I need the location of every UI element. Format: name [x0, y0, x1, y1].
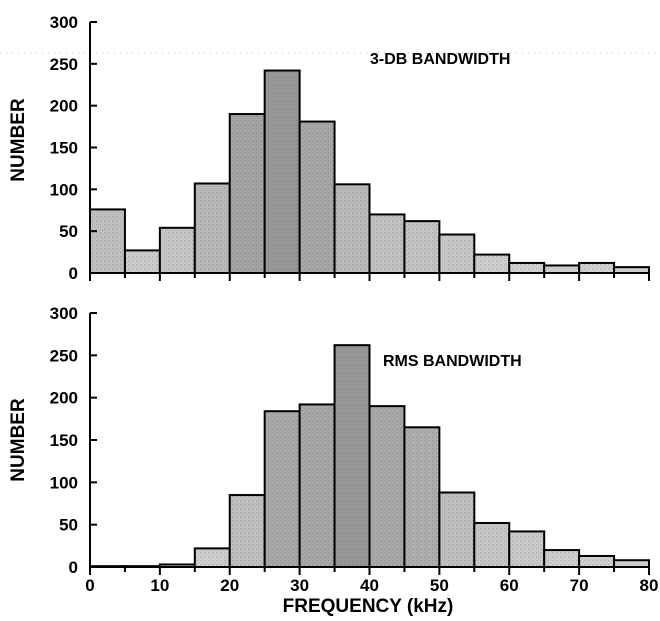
histogram-bar-texture [405, 222, 439, 272]
y-tick-label: 250 [50, 346, 78, 365]
histogram-bar-texture [475, 523, 509, 566]
histogram-bar-texture [440, 235, 474, 272]
histogram-bar-texture [545, 551, 579, 566]
histogram-bar-texture [370, 407, 404, 566]
histogram-bar-texture [230, 115, 264, 273]
y-axis-title-bottom: NUMBER [8, 398, 29, 482]
y-axis-title-top: NUMBER [8, 98, 29, 182]
x-tick-label: 10 [150, 576, 169, 595]
histogram-bar-texture [160, 228, 194, 272]
histogram-bar-texture [615, 561, 648, 566]
panel-title-rms: RMS BANDWIDTH [383, 353, 522, 370]
x-tick-label: 50 [430, 576, 449, 595]
x-tick-label: 20 [220, 576, 239, 595]
y-tick-label: 150 [50, 431, 78, 450]
x-tick-label: 0 [85, 576, 94, 595]
y-tick-label: 50 [59, 516, 78, 535]
panel-rms-bandwidth: 0 50 100 150 200 250 300 0 10 20 30 40 50 60 70 80 RMS … [8, 304, 658, 617]
histogram-bar-texture [265, 412, 299, 566]
y-tick-label: 200 [50, 97, 78, 116]
y-tick-label: 100 [50, 473, 78, 492]
histogram-bar-texture [335, 346, 369, 566]
histogram-bar-texture [195, 184, 229, 272]
histogram-bar-texture [125, 251, 159, 272]
bars-3db [89, 69, 650, 275]
panel-3db-bandwidth: 0 50 100 150 200 250 300 3-DB BANDWIDTH NUMBER [0, 13, 660, 283]
histogram-bar-texture [300, 405, 334, 566]
histogram-bar-texture [195, 549, 229, 566]
y-tick-label: 50 [59, 222, 78, 241]
histogram-bar-texture [510, 532, 544, 566]
axes-rms: 0 50 100 150 200 250 300 0 10 20 30 40 50 60 70 80 [50, 304, 659, 595]
y-tick-label: 100 [50, 180, 78, 199]
histogram-bar-texture [230, 496, 264, 566]
y-tick-label: 300 [50, 304, 78, 323]
histogram-bar-texture [545, 266, 579, 272]
histogram-bar-texture [510, 263, 544, 272]
x-tick-label: 60 [500, 576, 519, 595]
histogram-bar-texture [265, 71, 299, 272]
x-tick-label: 30 [290, 576, 309, 595]
histogram-bar-texture [370, 215, 404, 272]
y-tick-label: 250 [50, 55, 78, 74]
histogram-bar-texture [335, 185, 369, 272]
axes-3db: 0 50 100 150 200 250 300 [50, 13, 650, 283]
panel-title-3db: 3-DB BANDWIDTH [370, 51, 510, 68]
histogram-bar-texture [580, 263, 614, 272]
y-tick-label: 0 [69, 558, 78, 577]
y-tick-label: 200 [50, 389, 78, 408]
x-tick-label: 40 [360, 576, 379, 595]
histogram-bar-texture [615, 268, 648, 272]
x-tick-label: 80 [640, 576, 659, 595]
histogram-bar-texture [580, 556, 614, 566]
histogram-bar-texture [405, 428, 439, 566]
bars-rms [89, 344, 650, 569]
histogram-bar-texture [440, 493, 474, 566]
y-tick-label: 300 [50, 13, 78, 32]
histogram-bar-texture [475, 255, 509, 272]
y-tick-label: 150 [50, 139, 78, 158]
histogram-bar-texture [300, 122, 334, 273]
y-tick-label: 0 [69, 264, 78, 283]
x-tick-label: 70 [570, 576, 589, 595]
histogram-bar-texture [91, 210, 124, 272]
x-axis-title: FREQUENCY (kHz) [283, 596, 454, 617]
histogram-bar-texture [160, 565, 194, 566]
